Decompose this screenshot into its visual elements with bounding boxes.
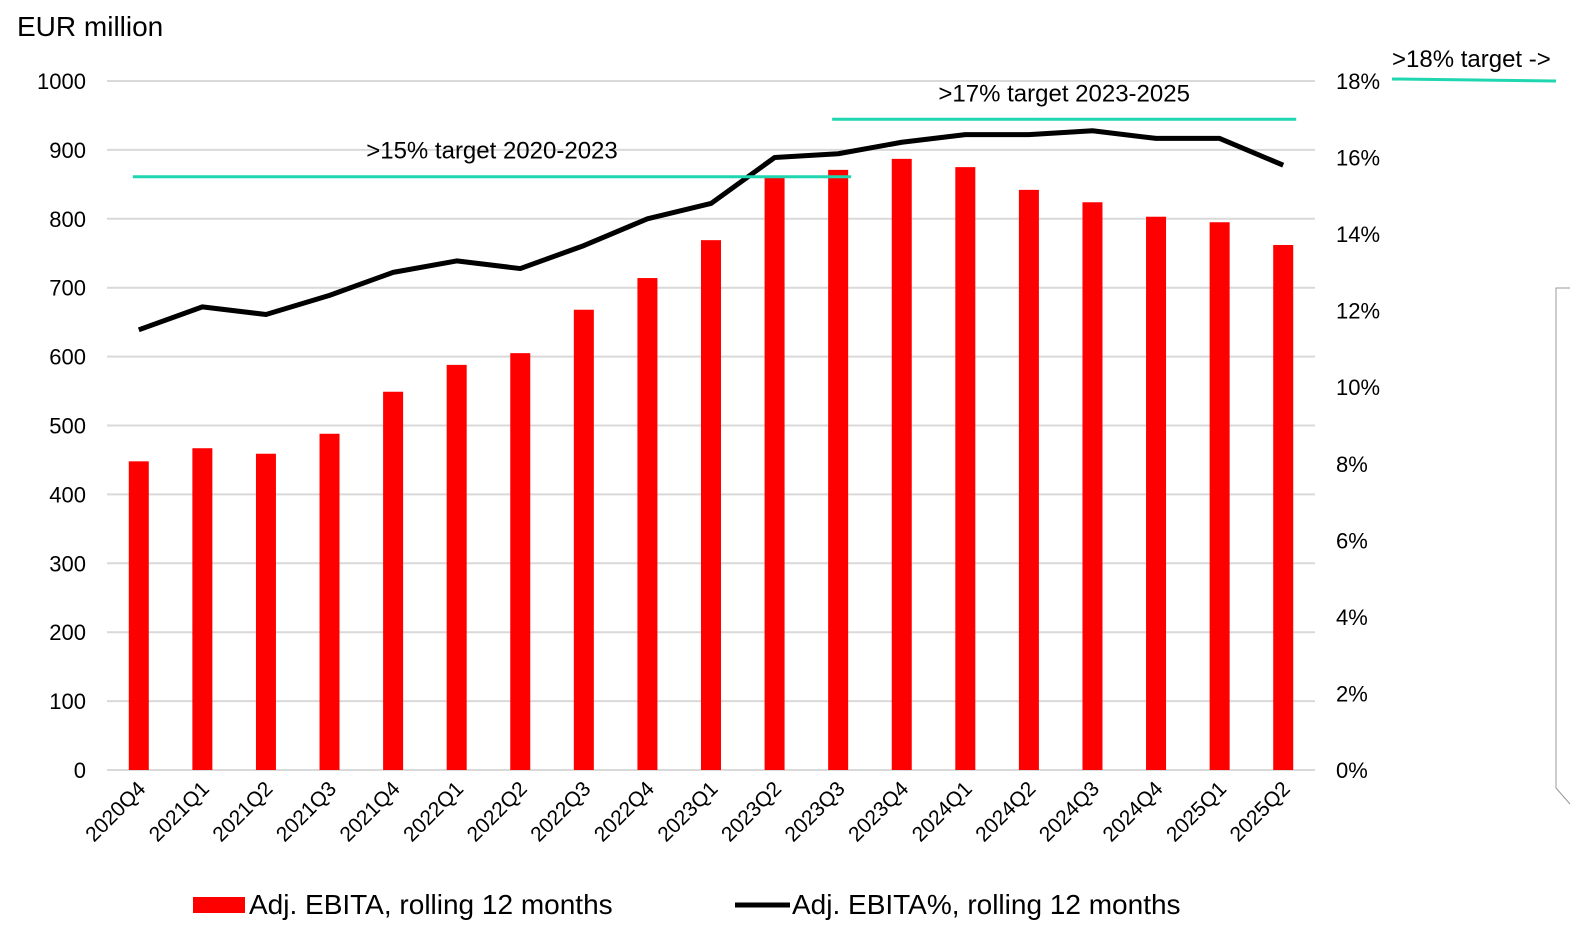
y-tick-label: 1000 [37, 69, 86, 94]
x-tick-label: 2022Q3 [526, 777, 595, 846]
x-tick-label: 2024Q2 [971, 777, 1040, 846]
x-tick-label: 2020Q4 [81, 777, 150, 846]
x-tick-label: 2022Q1 [399, 777, 468, 846]
x-tick-label: 2021Q1 [145, 777, 214, 846]
y2-tick-label: 18% [1336, 69, 1380, 94]
y-tick-label: 600 [49, 345, 86, 370]
bar [1018, 189, 1039, 770]
y2-tick-label: 12% [1336, 299, 1380, 324]
side-note: >18% target -> [1392, 46, 1551, 73]
side-note-line [1391, 77, 1557, 83]
x-tick-label: 2021Q4 [336, 777, 405, 846]
bar [1146, 216, 1167, 770]
x-tick-label: 2023Q4 [844, 777, 913, 846]
target-label: >17% target 2023-2025 [938, 80, 1190, 107]
bar [764, 176, 785, 770]
bar [1082, 202, 1103, 770]
bar [1273, 244, 1294, 770]
x-tick-label: 2024Q4 [1098, 777, 1167, 846]
bar [383, 391, 404, 770]
bar [510, 353, 531, 770]
y2-tick-label: 2% [1336, 681, 1368, 706]
x-tick-label: 2022Q2 [463, 777, 532, 846]
legend-label: Adj. EBITA%, rolling 12 months [792, 889, 1181, 920]
bar [255, 453, 276, 770]
x-tick-label: 2022Q4 [590, 777, 659, 846]
x-tick-label: 2021Q2 [208, 777, 277, 846]
bar [1209, 222, 1230, 770]
x-tick-label: 2025Q2 [1226, 777, 1295, 846]
y-tick-label: 300 [49, 551, 86, 576]
y-tick-label: 400 [49, 482, 86, 507]
x-tick-label: 2025Q1 [1162, 777, 1231, 846]
y2-tick-label: 10% [1336, 375, 1380, 400]
y2-tick-label: 4% [1336, 605, 1368, 630]
bar [891, 158, 912, 770]
y2-tick-label: 14% [1336, 222, 1380, 247]
bar [828, 169, 849, 771]
legend-label: Adj. EBITA, rolling 12 months [249, 889, 613, 920]
y2-tick-label: 16% [1336, 146, 1380, 171]
bar [319, 433, 340, 770]
line [137, 128, 1285, 333]
bar [192, 448, 213, 770]
y-tick-label: 900 [49, 138, 86, 163]
y-tick-label: 200 [49, 620, 86, 645]
y-tick-label: 500 [49, 414, 86, 439]
bar [128, 461, 149, 770]
x-tick-label: 2023Q1 [653, 777, 722, 846]
bar [573, 309, 594, 770]
target-label: >15% target 2020-2023 [366, 138, 618, 165]
bar [701, 240, 721, 770]
legend-swatch [193, 897, 245, 913]
x-tick-label: 2021Q3 [272, 777, 341, 846]
y2-tick-label: 8% [1336, 452, 1368, 477]
y2-tick-label: 6% [1336, 528, 1368, 553]
x-tick-label: 2024Q3 [1035, 777, 1104, 846]
y-tick-label: 100 [49, 689, 86, 714]
y-tick-label: 700 [49, 276, 86, 301]
bar [955, 167, 976, 770]
x-tick-label: 2023Q3 [781, 777, 850, 846]
x-tick-label: 2024Q1 [908, 777, 977, 846]
bar [637, 278, 658, 770]
y-axis-label: EUR million [17, 11, 163, 42]
frame [1555, 287, 1571, 805]
y-tick-label: 0 [74, 758, 86, 783]
bar [446, 364, 467, 770]
y-tick-label: 800 [49, 207, 86, 232]
y2-tick-label: 0% [1336, 758, 1368, 783]
x-tick-label: 2023Q2 [717, 777, 786, 846]
